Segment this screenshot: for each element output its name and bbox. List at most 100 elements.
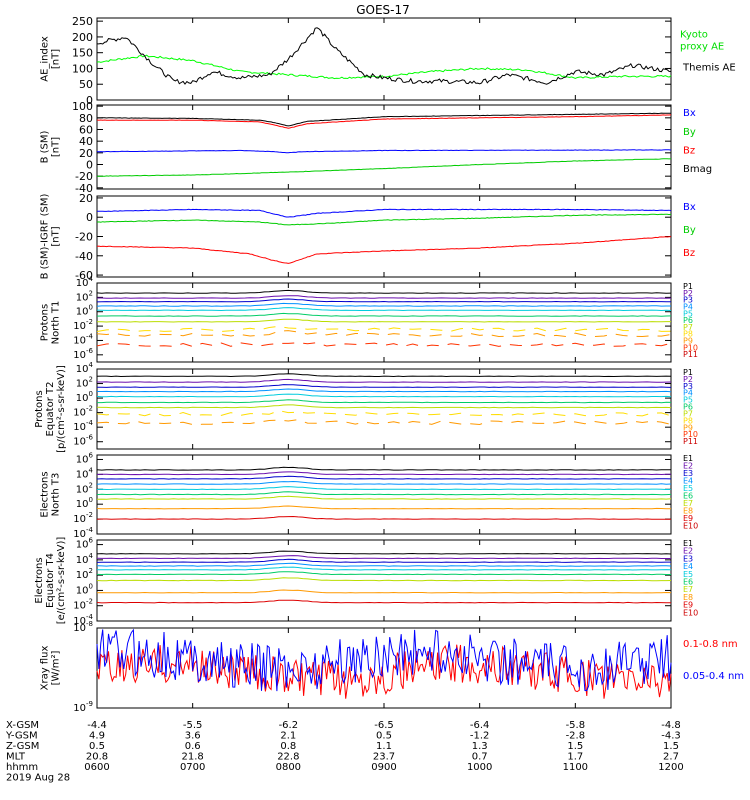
axis-row-value: 2.7	[663, 752, 679, 763]
series-line-E6	[96, 571, 671, 576]
y-axis-label: North T1	[51, 301, 62, 345]
y-tick-label: 104	[76, 466, 94, 480]
series-line-P8	[96, 410, 672, 417]
y-tick-label: 250	[72, 15, 93, 28]
legend-Kyoto proxy AE: proxy AE	[680, 42, 724, 53]
legend-E6: E6	[683, 578, 693, 587]
axis-row-value: 1100	[563, 762, 588, 773]
axis-row-value: 0.6	[185, 741, 201, 752]
y-tick-label: -40	[75, 250, 93, 263]
legend-E3: E3	[683, 554, 693, 563]
y-tick-label: 10-2	[73, 598, 93, 612]
series-line-0.1-0.8 nm	[96, 644, 672, 699]
y-tick-label: 10-8	[73, 620, 93, 634]
y-tick-label: 50	[79, 78, 93, 91]
y-tick-label: 102	[76, 567, 93, 581]
legend-0.05-0.4 nm: 0.05-0.4 nm	[683, 671, 744, 682]
axis-row-label: MLT	[6, 752, 26, 763]
legend-E2: E2	[683, 462, 693, 471]
y-tick-label: 10-6	[73, 347, 93, 361]
y-axis-label: [nT]	[51, 226, 62, 246]
y-axis-label: [nT]	[51, 137, 62, 157]
axis-row-label: hhmm	[6, 762, 38, 773]
y-axis-label: [nT]	[51, 49, 62, 69]
y-tick-label: -20	[75, 170, 93, 183]
axis-row-value: 1000	[467, 762, 492, 773]
legend-P6: P6	[683, 403, 693, 412]
legend-P9: P9	[683, 337, 693, 346]
y-tick-label: 102	[76, 481, 93, 495]
axis-row-value: -4.3	[661, 731, 681, 742]
legend-P7: P7	[683, 323, 693, 332]
series-line-E8	[96, 589, 672, 594]
y-axis-label: [W/m²]	[51, 650, 62, 685]
legend-P2: P2	[683, 375, 693, 384]
series-line-P2	[97, 295, 672, 299]
axis-row-value: 1.5	[567, 741, 583, 752]
legend-P8: P8	[683, 330, 693, 339]
y-tick-label: 10-2	[73, 318, 93, 332]
axis-row-value: 0900	[371, 762, 396, 773]
y-tick-label: 106	[76, 451, 94, 465]
y-axis-label: Electrons	[34, 557, 45, 603]
series-line-E5	[96, 566, 672, 571]
y-axis-label: North T3	[51, 473, 62, 517]
series-line-P1	[96, 373, 672, 378]
legend-P5: P5	[683, 309, 693, 318]
y-tick-label: 10-6	[73, 434, 93, 448]
legend-P1: P1	[683, 368, 693, 377]
series-line-0.05-0.4 nm	[96, 628, 672, 692]
axis-row-value: -6.4	[470, 720, 490, 731]
y-tick-label: 10-9	[73, 700, 93, 714]
axis-row-value: 21.8	[182, 752, 204, 763]
series-line-E3	[96, 475, 672, 480]
y-tick-label: 0	[86, 94, 93, 107]
series-line-P8	[96, 325, 672, 332]
legend-By: By	[683, 225, 696, 236]
legend-P3: P3	[683, 296, 693, 305]
series-line-P2	[97, 378, 672, 383]
y-tick-label: 20	[79, 192, 93, 205]
legend-P2: P2	[683, 289, 693, 298]
series-line-P7	[96, 318, 671, 323]
series-line-P5	[96, 393, 672, 398]
legend-P4: P4	[683, 302, 693, 311]
series-line-E1	[96, 550, 672, 555]
legend-P6: P6	[683, 316, 693, 325]
date-label: 2019 Aug 28	[6, 773, 70, 784]
legend-E9: E9	[683, 514, 693, 523]
panel-frame	[96, 195, 672, 278]
axis-row-value: -5.5	[183, 720, 203, 731]
panel-7: 10-8 10-9 Xray flux [W/m²] 0.1-0.8 nm 0.05-0.…	[40, 620, 745, 714]
series-line-P3	[96, 298, 672, 303]
legend-By: By	[683, 127, 696, 138]
axis-row-value: -5.8	[566, 720, 586, 731]
y-tick-label: 100	[76, 304, 93, 318]
axis-row-value: 22.8	[277, 752, 299, 763]
series-line-E3	[96, 558, 671, 563]
legend-E9: E9	[683, 601, 693, 610]
axis-row-value: -4.4	[87, 720, 107, 731]
legend-0.1-0.8 nm: 0.1-0.8 nm	[683, 639, 738, 650]
y-axis-label: Equator T2	[45, 382, 56, 437]
series-line-E4	[96, 480, 672, 485]
y-axis-label: AE_index	[40, 36, 51, 82]
axis-row-label: X-GSM	[6, 720, 39, 731]
y-tick-label: -20	[75, 231, 93, 244]
series-line-P6	[96, 312, 672, 317]
legend-P1: P1	[683, 282, 693, 291]
y-tick-label: 104	[76, 552, 94, 566]
axis-row-value: 0.5	[89, 741, 105, 752]
series-line-Themis AE	[97, 27, 672, 85]
y-tick-label: 100	[72, 62, 93, 75]
series-line-Bz	[96, 236, 672, 264]
series-line-P7	[96, 404, 672, 409]
panel-frame	[96, 368, 672, 450]
legend-E5: E5	[683, 484, 693, 493]
series-line-By	[96, 158, 672, 177]
axis-row-value: 1200	[658, 762, 683, 773]
